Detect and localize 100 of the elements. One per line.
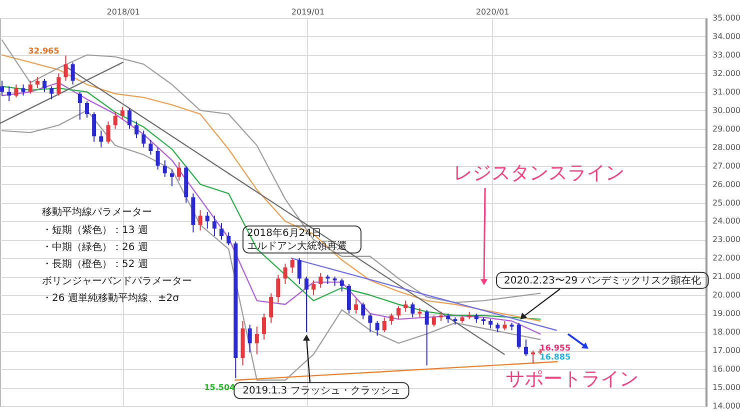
- y-tick-label: 28.000: [712, 142, 740, 152]
- y-tick-label: 20.000: [712, 290, 740, 300]
- candlestick: [332, 276, 337, 286]
- x-tick-label: 2018/01: [106, 8, 140, 16]
- candlestick: [438, 311, 443, 322]
- candlestick: [276, 274, 280, 304]
- candlestick: [7, 86, 12, 102]
- y-tick-label: 21.000: [712, 272, 740, 282]
- candlestick: [254, 326, 259, 355]
- candlestick: [64, 55, 68, 82]
- candlestick: [396, 306, 401, 320]
- candlestick: [382, 316, 386, 333]
- candlestick: [21, 84, 26, 96]
- annotation: 2020.2.23〜29 パンデミックリスク顕在化: [504, 274, 701, 286]
- y-tick-label: 14.000: [712, 402, 740, 410]
- candlestick: [50, 86, 54, 100]
- annotation: サポートライン: [506, 368, 638, 390]
- y-tick-label: 23.000: [712, 235, 740, 244]
- x-tick-label: 2019/01: [291, 8, 325, 16]
- candlestick: [205, 212, 210, 230]
- candlestick: [446, 313, 450, 324]
- y-tick-label: 22.000: [712, 254, 740, 263]
- annotation: ボリンジャーバンドパラメーター: [42, 276, 192, 287]
- candlestick: [389, 313, 394, 326]
- candlestick: [14, 84, 18, 98]
- y-tick-label: 27.000: [712, 161, 740, 170]
- annotation: 16.955: [540, 343, 571, 352]
- candlestick: [318, 272, 323, 288]
- candlestick: [516, 322, 521, 350]
- candlestick: [502, 320, 507, 331]
- annotation: ・長期（橙色）：52 週: [42, 258, 148, 270]
- candlestick: [312, 280, 316, 296]
- y-tick-label: 18.000: [712, 328, 740, 337]
- candlestick: [28, 80, 32, 94]
- candlestick: [375, 320, 380, 336]
- candlestick: [248, 324, 252, 353]
- candlestick: [361, 302, 366, 320]
- candlestick: [212, 215, 216, 237]
- annotation: ・中期（緑色）：26 週: [42, 241, 148, 253]
- candlestick: [92, 112, 96, 142]
- candlestick: [326, 274, 330, 285]
- y-tick-label: 30.000: [712, 106, 740, 115]
- y-tick-label: 34.000: [712, 32, 740, 41]
- candlestick: [162, 160, 167, 178]
- candlestick: [538, 348, 542, 355]
- y-tick-label: 17.000: [712, 346, 740, 356]
- candlestick: [84, 100, 89, 118]
- candlestick: [269, 292, 274, 324]
- candlestick: [78, 91, 82, 120]
- candlestick: [474, 313, 478, 324]
- candlestick: [120, 106, 124, 120]
- candlestick: [127, 108, 132, 130]
- candlestick: [134, 120, 139, 139]
- y-tick-label: 29.000: [712, 124, 740, 134]
- candlestick: [106, 120, 110, 144]
- annotation: 32.965: [28, 46, 60, 56]
- candlestick: [262, 313, 266, 340]
- candlestick: [297, 258, 302, 285]
- y-tick-label: 33.000: [712, 50, 740, 60]
- annotation: ・26 週単純移動平均線、±2σ: [42, 292, 180, 304]
- y-tick-label: 15.000: [712, 383, 740, 392]
- candlestick: [42, 78, 47, 92]
- candlestick: [404, 300, 408, 312]
- candlestick: [531, 350, 536, 364]
- candlestick: [488, 318, 493, 329]
- candlestick: [290, 258, 294, 274]
- y-tick-label: 32.000: [712, 68, 740, 78]
- candlestick: [156, 146, 160, 170]
- y-tick-label: 26.000: [712, 180, 740, 189]
- candlestick: [368, 313, 372, 333]
- candlestick: [283, 263, 288, 285]
- candlestick: [35, 76, 40, 89]
- candlestick: [142, 130, 146, 148]
- candlestick: [432, 314, 436, 328]
- candlestick: [424, 309, 429, 366]
- y-tick-label: 19.000: [712, 309, 740, 318]
- candlestick: [170, 169, 174, 187]
- y-tick-label: 35.000: [712, 14, 740, 22]
- y-tick-label: 16.000: [712, 364, 740, 374]
- annotation: 2019.1.3 フラッシュ・クラッシュ: [242, 386, 400, 397]
- candlestick: [99, 130, 104, 148]
- candlestick: [0, 80, 4, 96]
- candlestick: [198, 210, 202, 231]
- candlestick: [524, 338, 528, 357]
- candlestick: [304, 276, 308, 333]
- annotation: ・短期（紫色）：13 週: [42, 224, 148, 236]
- y-tick-label: 24.000: [712, 216, 740, 226]
- annotation: 16.885: [540, 352, 571, 362]
- candlestick: [354, 298, 358, 314]
- candlestick: [340, 278, 344, 292]
- candlestick: [226, 232, 231, 246]
- candlestick: [70, 62, 75, 86]
- annotation: レジスタンスライン: [453, 162, 624, 184]
- annotation: 移動平均線パラメーター: [42, 206, 152, 218]
- candlestick: [148, 139, 153, 156]
- candlestick: [113, 112, 118, 130]
- y-tick-label: 25.000: [712, 198, 740, 208]
- candlestick: [410, 302, 415, 318]
- candlestick: [56, 72, 61, 96]
- candlestick: [220, 222, 224, 240]
